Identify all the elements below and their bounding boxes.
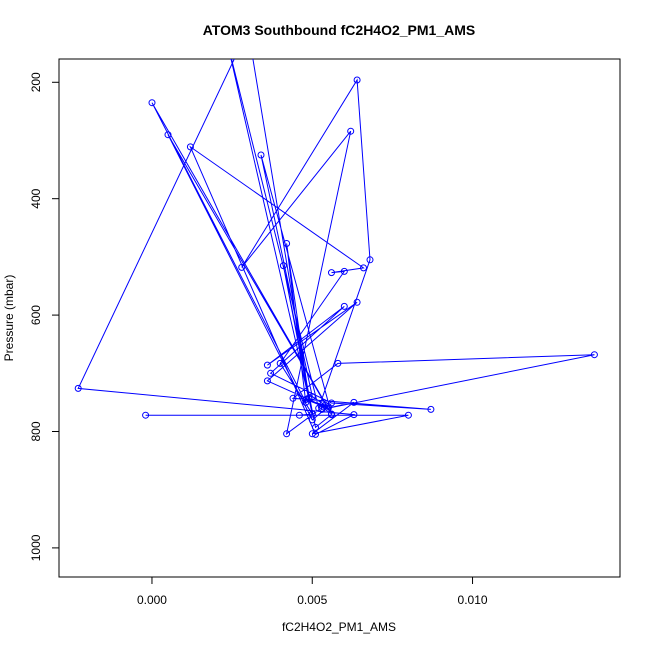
y-axis-label: Pressure (mbar) bbox=[2, 275, 16, 362]
x-tick-label: 0.000 bbox=[137, 593, 167, 607]
data-point bbox=[312, 430, 319, 438]
y-tick-label: 800 bbox=[29, 421, 43, 441]
data-point bbox=[427, 405, 435, 413]
data-point bbox=[308, 410, 316, 418]
data-point bbox=[321, 401, 329, 409]
data-point bbox=[283, 430, 291, 438]
data-point bbox=[302, 398, 310, 406]
series-line bbox=[77, 59, 595, 436]
data-point bbox=[312, 423, 319, 431]
data-point bbox=[328, 269, 335, 277]
data-point bbox=[142, 411, 150, 419]
data-point bbox=[263, 377, 271, 385]
y-axis: 200 400 600 800 1000 bbox=[29, 72, 59, 561]
chart-title: ATOM3 Southbound fC2H4O2_PM1_AMS bbox=[203, 22, 476, 38]
data-point bbox=[238, 263, 246, 271]
data-point bbox=[295, 411, 303, 419]
data-point bbox=[350, 411, 358, 419]
data-point bbox=[315, 404, 323, 412]
data-point bbox=[305, 394, 313, 402]
y-tick-label: 600 bbox=[29, 305, 43, 325]
data-point bbox=[289, 394, 297, 402]
data-point bbox=[328, 410, 335, 418]
x-axis-label: fC2H4O2_PM1_AMS bbox=[282, 620, 396, 634]
data-point bbox=[186, 143, 194, 151]
data-point bbox=[283, 240, 291, 247]
y-tick-label: 1000 bbox=[29, 534, 43, 561]
data-point bbox=[308, 430, 316, 438]
data-point bbox=[263, 361, 271, 369]
data-point bbox=[353, 298, 361, 306]
data-point bbox=[276, 359, 284, 367]
data-point bbox=[340, 302, 348, 310]
data-point bbox=[148, 99, 156, 107]
data-point bbox=[340, 267, 348, 275]
data-point bbox=[324, 403, 332, 410]
data-point bbox=[404, 411, 412, 419]
x-tick-label: 0.005 bbox=[297, 593, 327, 607]
y-tick-label: 200 bbox=[29, 72, 43, 92]
data-point bbox=[74, 384, 82, 392]
data-point bbox=[164, 131, 172, 139]
data-point bbox=[360, 264, 367, 272]
data-point bbox=[347, 127, 355, 135]
data-point bbox=[366, 256, 374, 264]
data-point bbox=[590, 351, 598, 359]
data-point bbox=[267, 369, 275, 377]
data-point bbox=[334, 359, 342, 367]
plot-frame bbox=[58, 58, 621, 578]
data-point bbox=[308, 393, 316, 401]
data-point bbox=[257, 151, 265, 159]
x-axis: 0.000 0.005 0.010 bbox=[137, 577, 488, 607]
y-tick-label: 400 bbox=[29, 188, 43, 208]
data-point bbox=[350, 398, 358, 406]
data-point bbox=[353, 76, 361, 84]
data-point bbox=[279, 262, 287, 270]
x-tick-label: 0.010 bbox=[458, 593, 488, 607]
plot-area bbox=[74, 59, 598, 438]
